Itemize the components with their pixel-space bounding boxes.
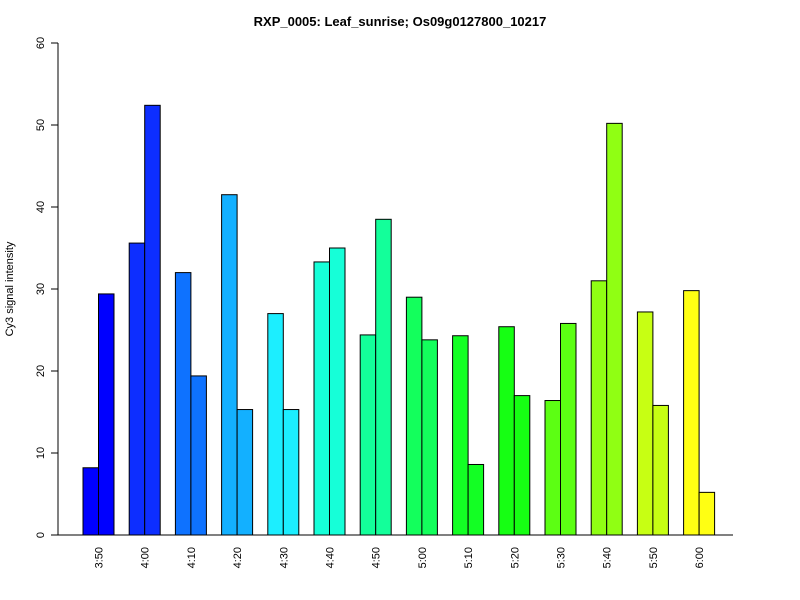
y-axis-ticks: 0 10 20 30 40 50 60 [35, 37, 58, 538]
y-tick-label: 30 [35, 283, 47, 295]
x-tick-label: 3:50 [94, 547, 106, 568]
y-tick-label: 50 [35, 119, 47, 131]
bar [405, 296, 423, 536]
x-tick-label: 4:50 [371, 547, 383, 568]
bar [683, 290, 700, 536]
y-tick-label: 10 [35, 447, 47, 459]
bar [98, 293, 115, 536]
bars-group [82, 104, 716, 536]
bar [329, 247, 346, 536]
bar [421, 339, 438, 536]
bar [267, 313, 284, 536]
bar [190, 375, 207, 536]
y-tick-label: 20 [35, 365, 47, 377]
bar [82, 467, 99, 536]
bar [636, 311, 654, 536]
y-tick-label: 0 [35, 532, 47, 538]
bar [128, 242, 146, 536]
x-tick-label: 4:40 [325, 547, 337, 568]
x-tick-label: 5:50 [648, 547, 660, 568]
x-tick-label: 5:10 [463, 547, 475, 568]
x-tick-label: 5:20 [509, 547, 521, 568]
bar [513, 395, 531, 536]
bar [282, 409, 300, 536]
bar [221, 194, 238, 536]
bar [359, 334, 377, 536]
bar [452, 335, 469, 536]
x-tick-label: 5:40 [602, 547, 614, 568]
bar [467, 463, 485, 536]
x-tick-label: 4:10 [186, 547, 198, 568]
y-axis-label: Cy3 signal intensity [4, 241, 16, 336]
x-tick-label: 4:30 [278, 547, 290, 568]
bar [544, 400, 561, 536]
y-tick-label: 60 [35, 37, 47, 49]
bar [236, 409, 254, 536]
bar [174, 272, 192, 536]
x-tick-label: 6:00 [694, 547, 706, 568]
x-axis-tick-labels: 3:50 4:00 4:10 4:20 4:30 4:40 4:50 5:00 5:10 5:20… [94, 547, 707, 568]
x-tick-label: 5:30 [556, 547, 568, 568]
bar [144, 104, 161, 536]
y-tick-label: 40 [35, 201, 47, 213]
x-tick-label: 4:20 [232, 547, 244, 568]
chart-title: RXP_0005: Leaf_sunrise; Os09g0127800_102… [254, 14, 547, 29]
bar [606, 122, 623, 536]
bar [652, 404, 669, 536]
bar [375, 218, 392, 536]
bar [698, 491, 716, 536]
bar [590, 280, 608, 536]
bar [498, 326, 515, 536]
x-tick-label: 5:00 [417, 547, 429, 568]
x-tick-label: 4:00 [140, 547, 152, 568]
bar [560, 322, 577, 536]
bar [313, 261, 330, 536]
